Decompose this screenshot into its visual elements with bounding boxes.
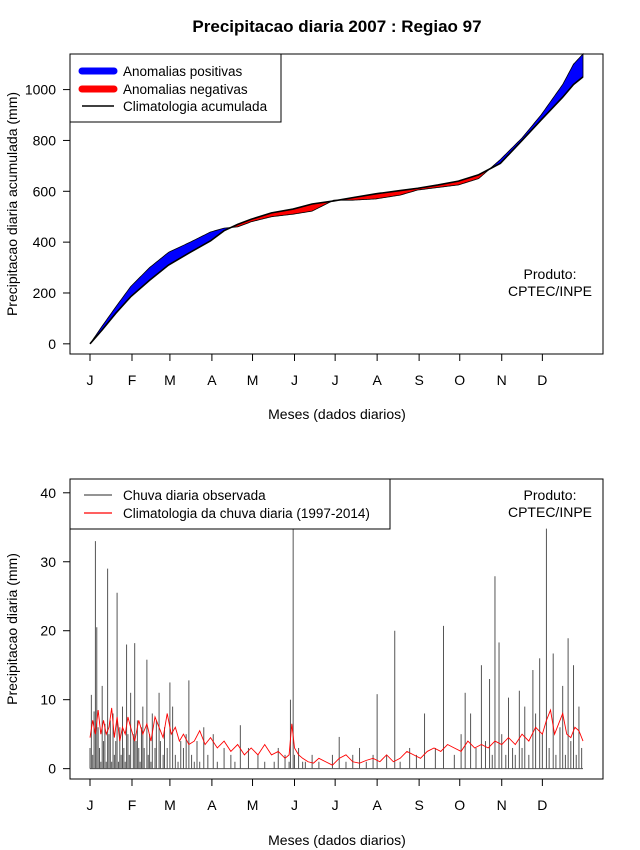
x-tick-label: M xyxy=(247,372,259,388)
legend-label-negative: Anomalias negativas xyxy=(123,82,248,97)
product-label-line1: Produto: xyxy=(524,266,577,282)
y-tick-label: 400 xyxy=(33,234,57,250)
product-label-line1: Produto: xyxy=(524,487,577,503)
y-tick-label: 30 xyxy=(40,554,56,570)
y-tick-label: 200 xyxy=(33,285,57,301)
legend-label-climatology: Climatologia da chuva diaria (1997-2014) xyxy=(123,506,370,521)
x-tick-label: A xyxy=(207,797,217,813)
y-axis: 0 10 20 30 40 xyxy=(40,485,70,777)
accumulated-panel: 0 200 400 600 800 1000 J F M A M J J A S O N D Meses (da… xyxy=(4,52,604,422)
plot-frame xyxy=(69,53,604,355)
x-tick-label: N xyxy=(497,797,507,813)
x-tick-label: J xyxy=(332,797,339,813)
x-tick-label: D xyxy=(537,372,547,388)
climatology-daily-line xyxy=(89,707,584,766)
x-tick-label: F xyxy=(128,797,137,813)
y-tick-label: 20 xyxy=(40,623,56,639)
y-tick-label: 800 xyxy=(33,132,57,148)
x-tick-label: O xyxy=(454,372,465,388)
observed-rain-bars xyxy=(89,527,583,770)
legend-label-positive: Anomalias positivas xyxy=(123,64,243,79)
daily-panel: 0 10 20 30 40 J F M A M J J A S O N D Meses (dados diar… xyxy=(4,478,604,848)
x-tick-label: O xyxy=(454,797,465,813)
y-axis-label: Precipitacao diaria (mm) xyxy=(4,553,20,705)
x-tick-label: M xyxy=(247,797,259,813)
x-tick-label: D xyxy=(537,797,547,813)
legend: Chuva diaria observada Climatologia da c… xyxy=(69,478,391,530)
x-tick-label: J xyxy=(87,372,94,388)
y-tick-label: 0 xyxy=(48,761,56,777)
x-tick-label: M xyxy=(164,372,176,388)
y-tick-label: 10 xyxy=(40,692,56,708)
legend-label-climatology: Climatologia acumulada xyxy=(123,99,268,114)
positive-anomaly-area xyxy=(487,52,584,172)
legend: Anomalias positivas Anomalias negativas … xyxy=(69,53,282,123)
x-tick-label: J xyxy=(332,372,339,388)
y-axis: 0 200 400 600 800 1000 xyxy=(25,82,70,352)
product-label-line2: CPTEC/INPE xyxy=(508,283,592,299)
x-tick-label: M xyxy=(164,797,176,813)
figure-title: Precipitacao diaria 2007 : Regiao 97 xyxy=(192,17,481,36)
product-label-line2: CPTEC/INPE xyxy=(508,504,592,520)
x-tick-label: S xyxy=(414,797,423,813)
y-tick-label: 40 xyxy=(40,485,56,501)
legend-label-observed: Chuva diaria observada xyxy=(123,488,266,503)
x-tick-label: N xyxy=(497,372,507,388)
y-tick-label: 600 xyxy=(33,183,57,199)
x-tick-label: J xyxy=(87,797,94,813)
x-tick-label: J xyxy=(291,372,298,388)
climatology-accumulated-line xyxy=(89,76,584,345)
x-axis-label: Meses (dados diarios) xyxy=(268,832,406,848)
x-tick-label: A xyxy=(207,372,217,388)
x-tick-label: J xyxy=(291,797,298,813)
y-axis-label: Precipitacao diaria acumulada (mm) xyxy=(4,92,20,316)
x-tick-label: F xyxy=(128,372,137,388)
positive-anomaly-area xyxy=(89,227,232,345)
x-axis-label: Meses (dados diarios) xyxy=(268,406,406,422)
x-tick-label: A xyxy=(372,797,382,813)
y-tick-label: 1000 xyxy=(25,82,56,98)
y-tick-label: 0 xyxy=(48,336,56,352)
x-tick-label: A xyxy=(372,372,382,388)
x-tick-label: S xyxy=(414,372,423,388)
legend-box xyxy=(69,478,391,530)
negative-anomaly-area xyxy=(230,200,332,228)
